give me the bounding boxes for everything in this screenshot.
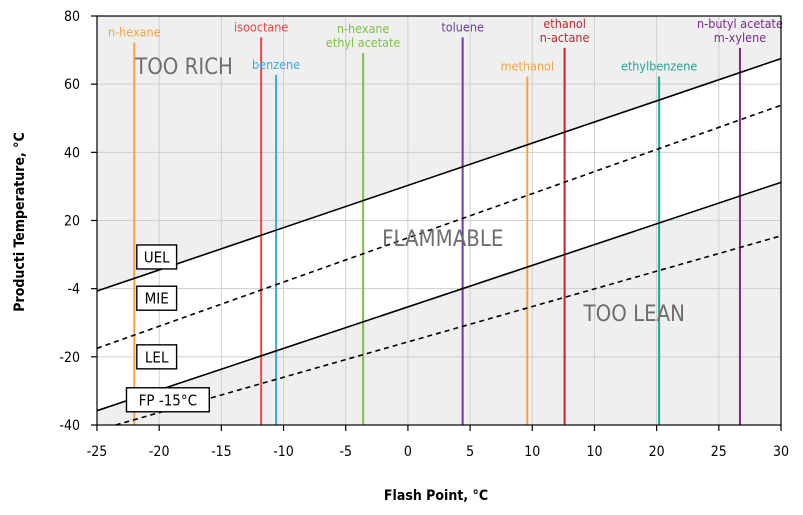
- substance-label: ethanol: [543, 16, 585, 31]
- y-tick-label: 40: [64, 145, 80, 161]
- substance-label: isooctane: [234, 19, 288, 34]
- line-label-box: [136, 285, 178, 311]
- x-tick-label: -20: [149, 444, 170, 460]
- substance-marker: n-hexane: [108, 24, 161, 425]
- line-label-box: [136, 244, 178, 270]
- limit-lines: [96, 57, 782, 426]
- x-tick-label: 10: [524, 444, 540, 460]
- x-tick-label: -25: [87, 444, 108, 460]
- substance-marker: methanol: [501, 59, 554, 425]
- substance-label: toluene: [441, 19, 484, 34]
- substance-label: n-hexane: [108, 24, 161, 39]
- x-axis: -25 -20 -15 -10 -5 0 5 10 10 20 25 30: [87, 425, 789, 460]
- line-label-text: FP -15°C: [139, 391, 197, 409]
- line-label: LEL: [136, 344, 178, 370]
- region-label: TOO RICH: [134, 55, 233, 80]
- series-line: [96, 104, 782, 350]
- x-tick-label: -15: [211, 444, 232, 460]
- region-label: TOO LEAN: [583, 302, 685, 327]
- series-line: [96, 57, 782, 292]
- series-line: [115, 235, 782, 426]
- substance-marker: benzene: [252, 57, 300, 425]
- x-tick-label: 10: [586, 444, 602, 460]
- substance-label: benzene: [252, 57, 300, 72]
- substance-marker: toluene: [441, 19, 484, 425]
- x-tick-label: 30: [773, 444, 789, 460]
- substance-label: n-actane: [540, 30, 590, 45]
- line-label-text: LEL: [145, 348, 169, 366]
- line-labels: UEL MIE LEL FP -15°C: [125, 244, 210, 413]
- series-line: [96, 181, 782, 412]
- substance-label: methanol: [501, 59, 554, 74]
- line-label: FP -15°C: [125, 387, 210, 413]
- substance-marker: ethylbenzene: [621, 59, 697, 425]
- y-tick-label: -4: [67, 282, 80, 298]
- line-label-box: [136, 344, 178, 370]
- line-label-text: MIE: [145, 290, 169, 308]
- y-tick-label: 60: [64, 77, 80, 93]
- y-axis: -40 -20 -4 20 40 60 80: [59, 9, 97, 434]
- substance-label: ethyl acetate: [326, 35, 401, 50]
- x-tick-label: 25: [711, 444, 727, 460]
- substance-label: m-xylene: [714, 30, 766, 45]
- y-tick-label: 80: [64, 9, 80, 25]
- y-tick-label: -40: [59, 418, 80, 434]
- x-axis-title: Flash Point, °C: [384, 488, 488, 504]
- line-label-box: [125, 387, 210, 413]
- region-labels: TOO RICH FLAMMABLE TOO LEAN: [134, 55, 685, 327]
- x-tick-label: 5: [466, 444, 474, 460]
- line-label-text: UEL: [144, 248, 170, 266]
- line-label: UEL: [136, 244, 178, 270]
- line-label: MIE: [136, 285, 178, 311]
- x-tick-label: 20: [649, 444, 665, 460]
- substance-label: ethylbenzene: [621, 59, 697, 74]
- substance-label: n-hexane: [337, 21, 390, 36]
- y-axis-title: Producti Temperature, °C: [12, 132, 28, 311]
- substance-marker: isooctane: [234, 19, 288, 425]
- x-tick-label: 0: [404, 444, 412, 460]
- x-tick-label: -10: [273, 444, 294, 460]
- y-tick-label: -20: [59, 350, 80, 366]
- y-tick-label: 20: [64, 214, 80, 230]
- region-label: FLAMMABLE: [382, 227, 503, 252]
- gridlines: [97, 16, 781, 425]
- substance-label: n-butyl acetate: [697, 16, 783, 31]
- too-rich-region: [97, 16, 781, 292]
- x-tick-label: -5: [339, 444, 352, 460]
- too-lean-region: [97, 182, 781, 425]
